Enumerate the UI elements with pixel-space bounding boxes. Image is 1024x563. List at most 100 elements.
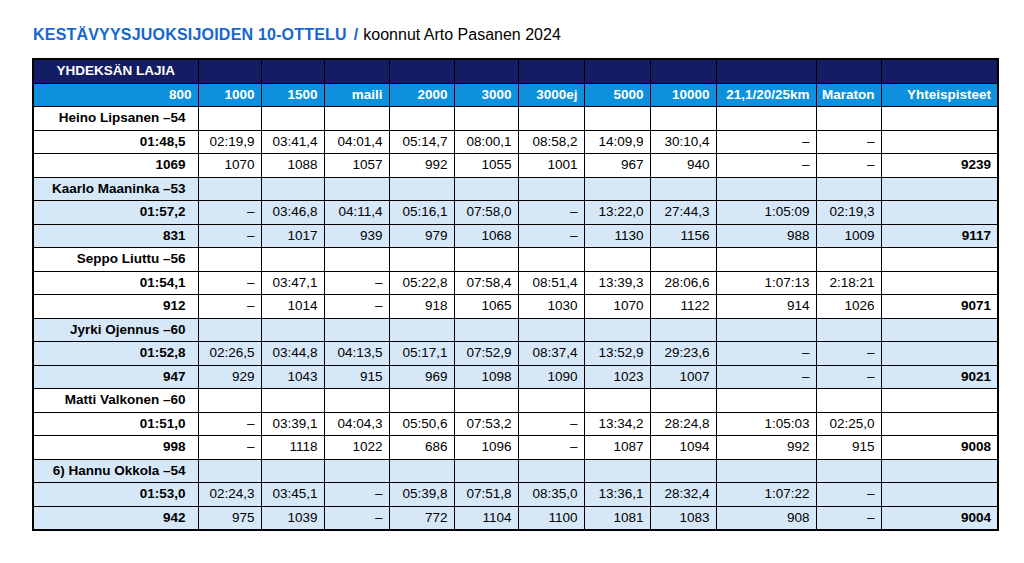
runner-name-row: Kaarlo Maaninka –53: [33, 177, 998, 201]
points-cell-21-1-20-25km: 988: [716, 224, 816, 248]
points-cell-3000ej: 1100: [518, 506, 584, 530]
column-header-1000: 1000: [198, 83, 261, 107]
time-cell-1000: –: [198, 412, 261, 436]
empty-cell: [454, 248, 518, 272]
time-cell-3000ej: –: [518, 412, 584, 436]
empty-cell: [881, 459, 998, 483]
empty-total-cell: [881, 271, 998, 295]
column-header-3000: 3000: [454, 83, 518, 107]
empty-cell: [198, 248, 261, 272]
runner-name-cell: Jyrki Ojennus –60: [33, 318, 198, 342]
time-cell-3000ej: 08:37,4: [518, 342, 584, 366]
points-cell-3000ej: 1001: [518, 154, 584, 178]
points-cell-5000: 967: [584, 154, 650, 178]
runner-name-row: 6) Hannu Okkola –54: [33, 459, 998, 483]
empty-cell: [389, 389, 454, 413]
time-cell-3000ej: –: [518, 201, 584, 225]
points-cell-21-1-20-25km: 908: [716, 506, 816, 530]
runner-times-row: 01:52,802:26,503:44,804:13,505:17,107:52…: [33, 342, 998, 366]
empty-cell: [650, 459, 716, 483]
empty-cell: [454, 459, 518, 483]
empty-cell: [389, 177, 454, 201]
time-cell-maraton: 02:19,3: [816, 201, 881, 225]
time-cell-maraton: –: [816, 342, 881, 366]
empty-total-cell: [881, 201, 998, 225]
points-cell-3000: 1055: [454, 154, 518, 178]
empty-cell: [650, 389, 716, 413]
points-cell-3000ej: –: [518, 436, 584, 460]
time-cell-1500: 03:39,1: [261, 412, 324, 436]
empty-cell: [198, 177, 261, 201]
empty-cell: [261, 107, 324, 131]
runner-name-cell: Heino Lipsanen –54: [33, 107, 198, 131]
points-cell-800: 942: [33, 506, 198, 530]
time-cell-21-1-20-25km: –: [716, 130, 816, 154]
time-cell-21-1-20-25km: 1:05:03: [716, 412, 816, 436]
column-header-5000: 5000: [584, 83, 650, 107]
runner-name-row: Seppo Liuttu –56: [33, 248, 998, 272]
points-cell-10000: 1156: [650, 224, 716, 248]
points-cell-maili: 915: [324, 365, 389, 389]
time-cell-800: 01:48,5: [33, 130, 198, 154]
group-header-empty-cell: [716, 59, 816, 83]
points-cell-maraton: –: [816, 506, 881, 530]
points-cell-10000: 1083: [650, 506, 716, 530]
points-cell-5000: 1023: [584, 365, 650, 389]
time-cell-3000: 07:58,0: [454, 201, 518, 225]
empty-cell: [881, 318, 998, 342]
page-title-main: KESTÄVYYSJUOKSIJOIDEN 10-OTTELU: [33, 26, 347, 43]
empty-cell: [816, 318, 881, 342]
time-cell-1000: 02:19,9: [198, 130, 261, 154]
points-cell-2000: 992: [389, 154, 454, 178]
points-cell-800: 912: [33, 295, 198, 319]
group-header-row: YHDEKSÄN LAJIA: [33, 59, 998, 83]
runner-name-row: Heino Lipsanen –54: [33, 107, 998, 131]
total-points-cell: 9004: [881, 506, 998, 530]
column-header-10000: 10000: [650, 83, 716, 107]
empty-cell: [389, 459, 454, 483]
empty-cell: [816, 459, 881, 483]
points-cell-2000: 686: [389, 436, 454, 460]
points-cell-1000: –: [198, 295, 261, 319]
points-cell-10000: 1094: [650, 436, 716, 460]
time-cell-3000: 07:53,2: [454, 412, 518, 436]
time-cell-5000: 13:34,2: [584, 412, 650, 436]
empty-cell: [881, 248, 998, 272]
time-cell-21-1-20-25km: 1:07:13: [716, 271, 816, 295]
runner-name-cell: Kaarlo Maaninka –53: [33, 177, 198, 201]
empty-cell: [716, 177, 816, 201]
time-cell-5000: 13:52,9: [584, 342, 650, 366]
column-header-row: 80010001500maili200030003000ej5000100002…: [33, 83, 998, 107]
empty-cell: [198, 318, 261, 342]
total-points-cell: 9071: [881, 295, 998, 319]
time-cell-21-1-20-25km: 1:05:09: [716, 201, 816, 225]
column-header-maraton: Maraton: [816, 83, 881, 107]
time-cell-1500: 03:46,8: [261, 201, 324, 225]
points-cell-3000ej: 1030: [518, 295, 584, 319]
time-cell-21-1-20-25km: –: [716, 342, 816, 366]
points-cell-1000: 975: [198, 506, 261, 530]
total-points-cell: 9008: [881, 436, 998, 460]
empty-cell: [716, 248, 816, 272]
empty-cell: [518, 318, 584, 342]
group-header-empty-cell: [881, 59, 998, 83]
runner-times-row: 01:48,502:19,903:41,404:01,405:14,708:00…: [33, 130, 998, 154]
points-cell-21-1-20-25km: 992: [716, 436, 816, 460]
empty-cell: [650, 318, 716, 342]
empty-cell: [518, 459, 584, 483]
empty-cell: [261, 318, 324, 342]
empty-cell: [816, 389, 881, 413]
group-header-empty-cell: [389, 59, 454, 83]
empty-cell: [584, 389, 650, 413]
empty-cell: [454, 107, 518, 131]
empty-cell: [324, 318, 389, 342]
points-cell-3000: 1098: [454, 365, 518, 389]
group-header-empty-cell: [324, 59, 389, 83]
time-cell-maili: 04:04,3: [324, 412, 389, 436]
empty-cell: [324, 248, 389, 272]
runner-times-row: 01:57,2–03:46,804:11,405:16,107:58,0–13:…: [33, 201, 998, 225]
empty-cell: [261, 248, 324, 272]
title-separator: /: [354, 26, 358, 43]
empty-cell: [584, 318, 650, 342]
time-cell-maraton: 2:18:21: [816, 271, 881, 295]
